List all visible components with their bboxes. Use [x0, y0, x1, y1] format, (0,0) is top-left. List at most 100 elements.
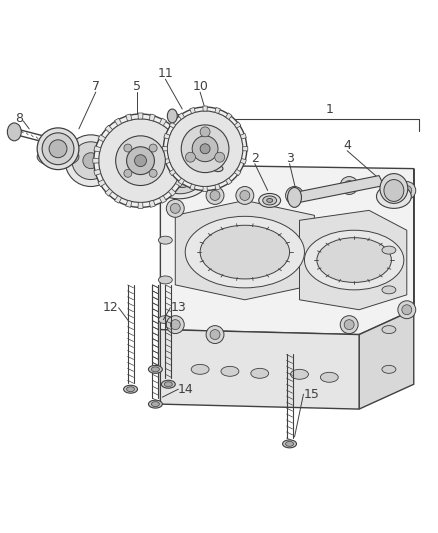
Polygon shape	[215, 184, 220, 190]
Ellipse shape	[42, 133, 74, 165]
Circle shape	[398, 182, 416, 199]
Circle shape	[116, 136, 165, 185]
Polygon shape	[190, 108, 195, 114]
Polygon shape	[114, 118, 122, 126]
Polygon shape	[176, 135, 183, 142]
Text: 7: 7	[92, 79, 100, 93]
Ellipse shape	[148, 365, 162, 373]
Ellipse shape	[167, 109, 177, 123]
Circle shape	[192, 136, 218, 161]
Polygon shape	[169, 122, 176, 128]
Ellipse shape	[384, 180, 404, 201]
Polygon shape	[180, 146, 187, 152]
Polygon shape	[149, 114, 155, 121]
Circle shape	[240, 190, 250, 200]
Circle shape	[286, 187, 304, 204]
Circle shape	[210, 190, 220, 200]
Ellipse shape	[65, 135, 117, 187]
Ellipse shape	[304, 230, 404, 290]
Circle shape	[210, 329, 220, 340]
Polygon shape	[126, 114, 132, 121]
Ellipse shape	[263, 196, 277, 205]
Ellipse shape	[37, 128, 79, 169]
Polygon shape	[138, 203, 143, 208]
Polygon shape	[126, 200, 132, 207]
Ellipse shape	[72, 142, 110, 180]
Ellipse shape	[382, 365, 396, 373]
Circle shape	[166, 199, 184, 217]
Text: 4: 4	[343, 139, 351, 152]
Polygon shape	[180, 169, 187, 175]
Polygon shape	[203, 187, 207, 191]
Text: 5: 5	[133, 79, 141, 93]
Ellipse shape	[380, 174, 408, 204]
Polygon shape	[215, 108, 220, 114]
Circle shape	[402, 305, 412, 314]
Circle shape	[236, 187, 254, 204]
Circle shape	[170, 204, 180, 213]
Polygon shape	[178, 178, 184, 184]
Ellipse shape	[159, 316, 172, 324]
Polygon shape	[190, 184, 195, 190]
Circle shape	[185, 152, 195, 162]
Ellipse shape	[286, 441, 293, 446]
Text: 10: 10	[192, 79, 208, 93]
Circle shape	[206, 187, 224, 204]
Polygon shape	[105, 125, 113, 133]
Circle shape	[134, 155, 146, 167]
Polygon shape	[240, 158, 246, 164]
Circle shape	[167, 111, 243, 187]
Ellipse shape	[166, 173, 201, 194]
Ellipse shape	[191, 365, 209, 374]
Ellipse shape	[213, 150, 223, 156]
Circle shape	[149, 144, 157, 152]
Polygon shape	[243, 147, 248, 151]
Circle shape	[94, 114, 187, 207]
Circle shape	[99, 119, 182, 203]
Ellipse shape	[200, 225, 290, 279]
Text: 15: 15	[304, 387, 319, 401]
Circle shape	[124, 144, 132, 152]
Circle shape	[127, 147, 155, 175]
Circle shape	[124, 169, 132, 177]
Text: 12: 12	[103, 301, 119, 314]
Text: 9: 9	[211, 142, 219, 155]
Ellipse shape	[127, 387, 134, 392]
Ellipse shape	[49, 140, 67, 158]
Text: 3: 3	[286, 152, 293, 165]
Polygon shape	[234, 169, 241, 176]
Circle shape	[215, 152, 225, 162]
Polygon shape	[94, 146, 101, 152]
Polygon shape	[175, 200, 314, 300]
Ellipse shape	[382, 326, 396, 334]
Polygon shape	[240, 133, 246, 139]
Polygon shape	[203, 106, 207, 111]
Polygon shape	[359, 168, 414, 409]
Polygon shape	[114, 196, 122, 203]
Polygon shape	[169, 189, 176, 196]
Ellipse shape	[185, 216, 304, 288]
Ellipse shape	[148, 400, 162, 408]
Polygon shape	[169, 169, 176, 176]
Ellipse shape	[317, 238, 392, 282]
Circle shape	[344, 320, 354, 329]
Circle shape	[344, 181, 354, 190]
Polygon shape	[182, 158, 188, 163]
Ellipse shape	[161, 380, 175, 388]
Ellipse shape	[267, 198, 273, 203]
Circle shape	[149, 169, 157, 177]
Ellipse shape	[177, 180, 190, 188]
Ellipse shape	[159, 276, 172, 284]
Circle shape	[290, 190, 300, 200]
Polygon shape	[169, 125, 176, 133]
Ellipse shape	[377, 184, 411, 208]
Polygon shape	[164, 133, 170, 139]
Polygon shape	[159, 118, 166, 126]
Ellipse shape	[320, 373, 338, 382]
Ellipse shape	[290, 369, 308, 379]
Polygon shape	[105, 189, 113, 196]
Polygon shape	[234, 122, 241, 128]
Circle shape	[200, 127, 210, 137]
Polygon shape	[226, 113, 232, 119]
Polygon shape	[176, 180, 183, 187]
